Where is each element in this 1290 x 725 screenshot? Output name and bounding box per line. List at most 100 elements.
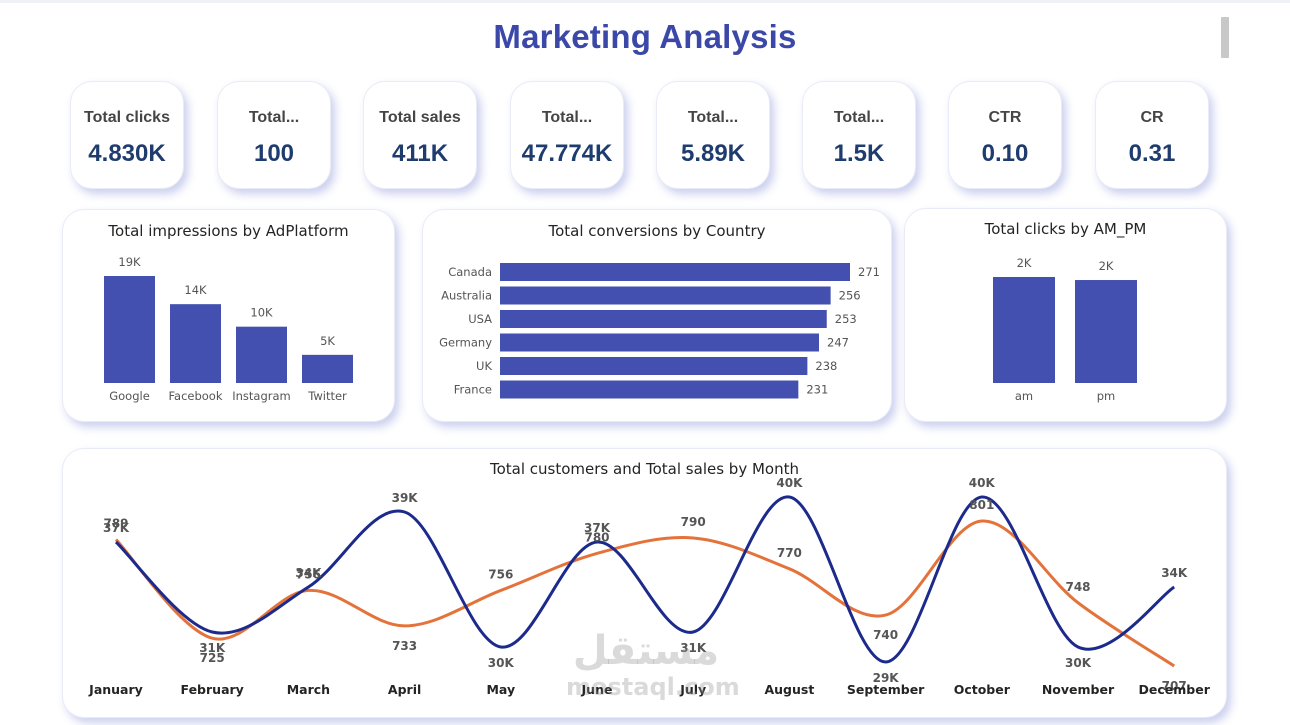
bar-canada: [500, 263, 850, 281]
conversions-bar-chart: Canada 271 Australia 256 USA 253 Germany 247 UK 2…: [439, 263, 880, 399]
impressions-bar-chart: 19K Google 14K Facebook 10K Instagram 5K Twitte…: [104, 255, 353, 403]
sales-data-label: 40K: [969, 476, 996, 490]
bar-am: [993, 277, 1055, 383]
kpi-card-2[interactable]: Total... 100: [217, 81, 331, 189]
category-label: am: [1015, 389, 1033, 403]
category-label: France: [454, 383, 492, 397]
customers-data-label: 790: [681, 515, 706, 529]
kpi-label: CR: [1140, 109, 1164, 126]
customers-data-label: 733: [392, 639, 417, 653]
chart-title: Total conversions by Country: [548, 222, 766, 240]
sales-data-label: 34K: [295, 566, 322, 580]
category-label: Germany: [439, 336, 492, 350]
kpi-value: 4.830K: [88, 140, 166, 167]
x-axis-label-april: April: [388, 682, 421, 697]
bar-pm: [1075, 280, 1137, 383]
kpi-label: Total...: [541, 109, 593, 126]
kpi-label: Total sales: [379, 109, 461, 126]
kpi-value: 100: [253, 140, 295, 167]
chart-title: Total clicks by AM_PM: [984, 220, 1147, 238]
kpi-card-6[interactable]: Total... 1.5K: [802, 81, 916, 189]
kpi-card-5[interactable]: Total... 5.89K: [656, 81, 770, 189]
series-line-customers: [114, 519, 1176, 668]
data-label: 5K: [320, 334, 335, 348]
category-label: Twitter: [307, 389, 347, 403]
x-axis-label-july: July: [679, 682, 706, 697]
data-label: 253: [835, 312, 857, 326]
data-label: 256: [839, 289, 861, 303]
data-label: 14K: [184, 283, 207, 297]
x-axis-label-march: March: [287, 682, 330, 697]
kpi-card-4[interactable]: Total... 47.774K: [510, 81, 624, 189]
customers-sales-by-month-card[interactable]: Total customers and Total sales by Month…: [62, 448, 1227, 718]
bar-twitter: [302, 354, 353, 383]
sales-data-label: 30K: [1065, 656, 1092, 670]
x-axis-label-may: May: [486, 682, 515, 697]
data-label: 2K: [1017, 256, 1032, 270]
data-label: 19K: [118, 255, 141, 269]
bar-france: [500, 380, 799, 399]
x-axis-label-september: September: [847, 682, 925, 697]
category-label: Instagram: [232, 389, 291, 403]
category-label: USA: [468, 312, 492, 326]
x-axis-label-january: January: [88, 682, 143, 697]
category-label: Google: [109, 389, 150, 403]
sales-data-label: 34K: [1161, 566, 1188, 580]
sales-data-label: 37K: [584, 521, 611, 535]
category-label: pm: [1097, 389, 1116, 403]
customers-data-label: 801: [969, 498, 994, 512]
kpi-card-total-sales[interactable]: Total sales 411K: [363, 81, 477, 189]
kpi-label: Total...: [687, 109, 739, 126]
bar-google: [104, 276, 155, 383]
sales-data-label: 30K: [488, 656, 515, 670]
customers-data-label: 748: [1065, 580, 1090, 594]
kpi-card-ctr[interactable]: CTR 0.10: [948, 81, 1062, 189]
customers-data-label: 707: [1162, 679, 1187, 693]
customers-data-label: 756: [296, 567, 321, 581]
data-label: 271: [858, 265, 880, 279]
conversions-by-country-card[interactable]: Total conversions by Country Canada 271 Au…: [422, 209, 892, 422]
sales-data-label: 40K: [776, 476, 803, 490]
customers-data-label: 770: [777, 546, 802, 560]
page-title: Marketing Analysis: [493, 18, 797, 55]
chart-title: Total customers and Total sales by Month: [490, 460, 799, 478]
kpi-label: Total...: [833, 109, 885, 126]
sales-data-label: 29K: [873, 671, 900, 685]
scrollbar-thumb[interactable]: [1221, 17, 1229, 58]
data-label: 247: [827, 336, 849, 350]
clicks-by-ampm-card[interactable]: Total clicks by AM_PM 2K am 2K pm: [904, 208, 1227, 422]
x-axis-label-november: November: [1042, 682, 1115, 697]
x-axis-label-june: June: [581, 682, 613, 697]
kpi-value: 1.5K: [833, 140, 885, 167]
kpi-value: 0.10: [981, 140, 1029, 167]
sales-data-label: 31K: [680, 641, 707, 655]
category-label: Canada: [448, 265, 492, 279]
sales-data-label: 37K: [103, 521, 130, 535]
category-label: Australia: [441, 289, 492, 303]
series-line-sales: [114, 495, 1176, 664]
watermark: مستقل mostaql.com: [566, 628, 740, 701]
sales-data-label: 39K: [392, 491, 419, 505]
data-label: 231: [806, 383, 828, 397]
customers-data-label: 789: [103, 517, 128, 531]
data-label: 238: [815, 359, 837, 373]
bar-germany: [500, 333, 820, 352]
monthly-line-chart: 789 725 756 733 756 780 790 770 740 801 748 707 37K 3…: [88, 476, 1211, 697]
x-axis-label-december: December: [1139, 682, 1211, 697]
chart-title: Total impressions by AdPlatform: [108, 222, 349, 240]
watermark-latin: mostaql.com: [566, 673, 740, 701]
kpi-label: Total clicks: [84, 109, 170, 126]
kpi-value: 0.31: [1128, 140, 1176, 167]
kpi-card-cr[interactable]: CR 0.31: [1095, 81, 1209, 189]
data-label: 10K: [250, 306, 273, 320]
kpi-value: 411K: [391, 140, 449, 167]
x-axis-label-october: October: [954, 682, 1011, 697]
data-label: 2K: [1099, 259, 1114, 273]
bar-instagram: [236, 326, 287, 383]
kpi-card-total-clicks[interactable]: Total clicks 4.830K: [70, 81, 184, 189]
watermark-arabic: مستقل: [572, 628, 720, 674]
kpi-label: Total...: [248, 109, 300, 126]
customers-data-label: 756: [488, 567, 513, 581]
impressions-by-platform-card[interactable]: Total impressions by AdPlatform 19K Googl…: [62, 209, 395, 422]
kpi-value: 5.89K: [680, 140, 746, 167]
